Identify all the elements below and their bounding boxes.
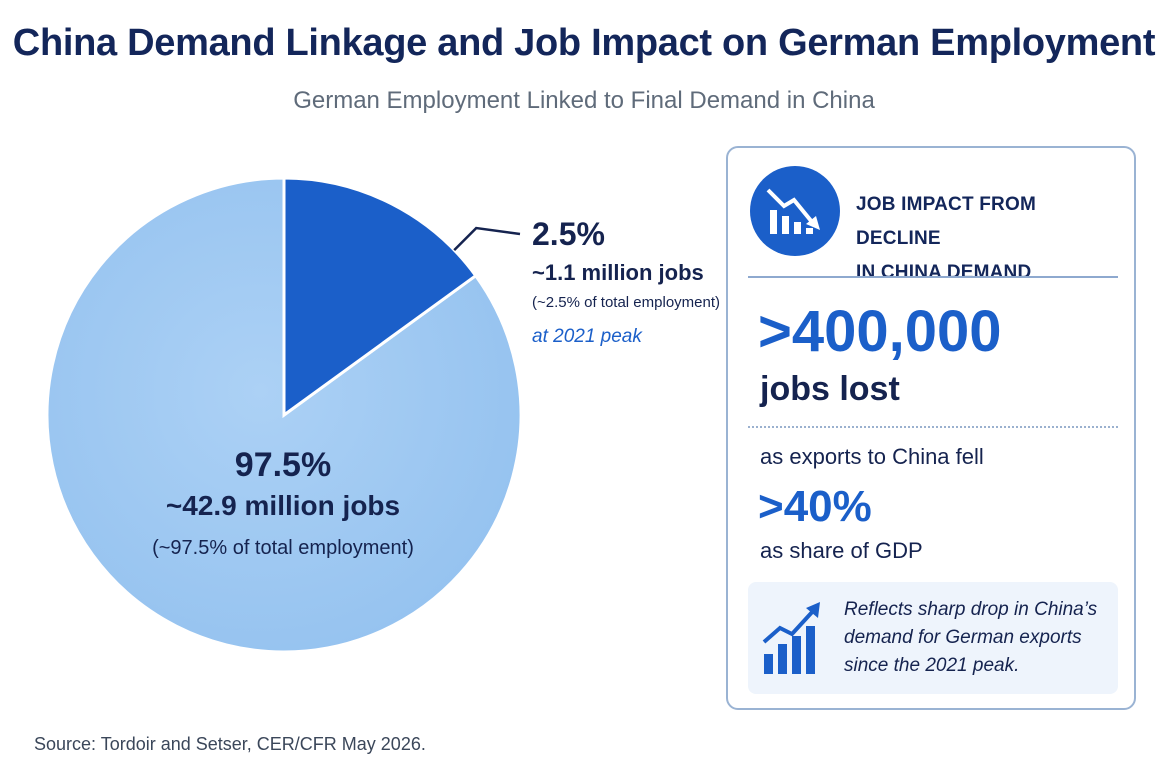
panel-dotted-divider [748,426,1118,428]
exports-text: as exports to China fell [760,444,984,469]
panel-heading-line-1: JOB IMPACT FROM DECLINE [856,194,1036,249]
chart-title: China Demand Linkage and Job Impact on G… [12,22,1156,64]
slice-label-small-share: (~2.5% of total employment) [532,294,721,311]
note-line-3: since the 2021 peak. [844,655,1020,676]
slice-label-large-jobs: ~42.9 million jobs [165,490,401,521]
panel-heading-line-2: IN CHINA DEMAND [856,262,1032,283]
jobs-lost-label: jobs lost [760,370,900,408]
note-line-1: Reflects sharp drop in China’s [844,599,1098,620]
panel-divider [748,276,1118,278]
pie-chart [45,176,523,654]
chart-growth-icon [762,602,820,674]
jobs-lost-number: >400,000 [758,299,1002,364]
slice-leader-line [453,226,521,251]
exports-number: >40% [758,482,872,531]
note-text: Reflects sharp drop in China’s demand fo… [844,596,1114,680]
chart-decline-icon [750,166,840,256]
slice-label-small-jobs: ~1.1 million jobs [532,260,704,285]
job-impact-panel: JOB IMPACT FROM DECLINE IN CHINA DEMAND … [726,146,1136,710]
source-note: Source: Tordoir and Setser, CER/CFR May … [34,734,426,754]
slice-label-small-percent: 2.5% [532,216,605,252]
panel-heading: JOB IMPACT FROM DECLINE IN CHINA DEMAND [856,188,1126,290]
chart-subtitle: German Employment Linked to Final Demand… [293,87,875,114]
slice-label-large-share: (~97.5% of total employment) [152,537,414,559]
slice-label-small-note: at 2021 peak [532,326,642,347]
slice-label-large-percent: 97.5% [234,446,332,484]
exports-label: as share of GDP [760,538,923,563]
pie-slice-small [282,176,478,418]
note-box: Reflects sharp drop in China’s demand fo… [748,582,1118,694]
note-line-2: demand for German exports [844,627,1082,648]
